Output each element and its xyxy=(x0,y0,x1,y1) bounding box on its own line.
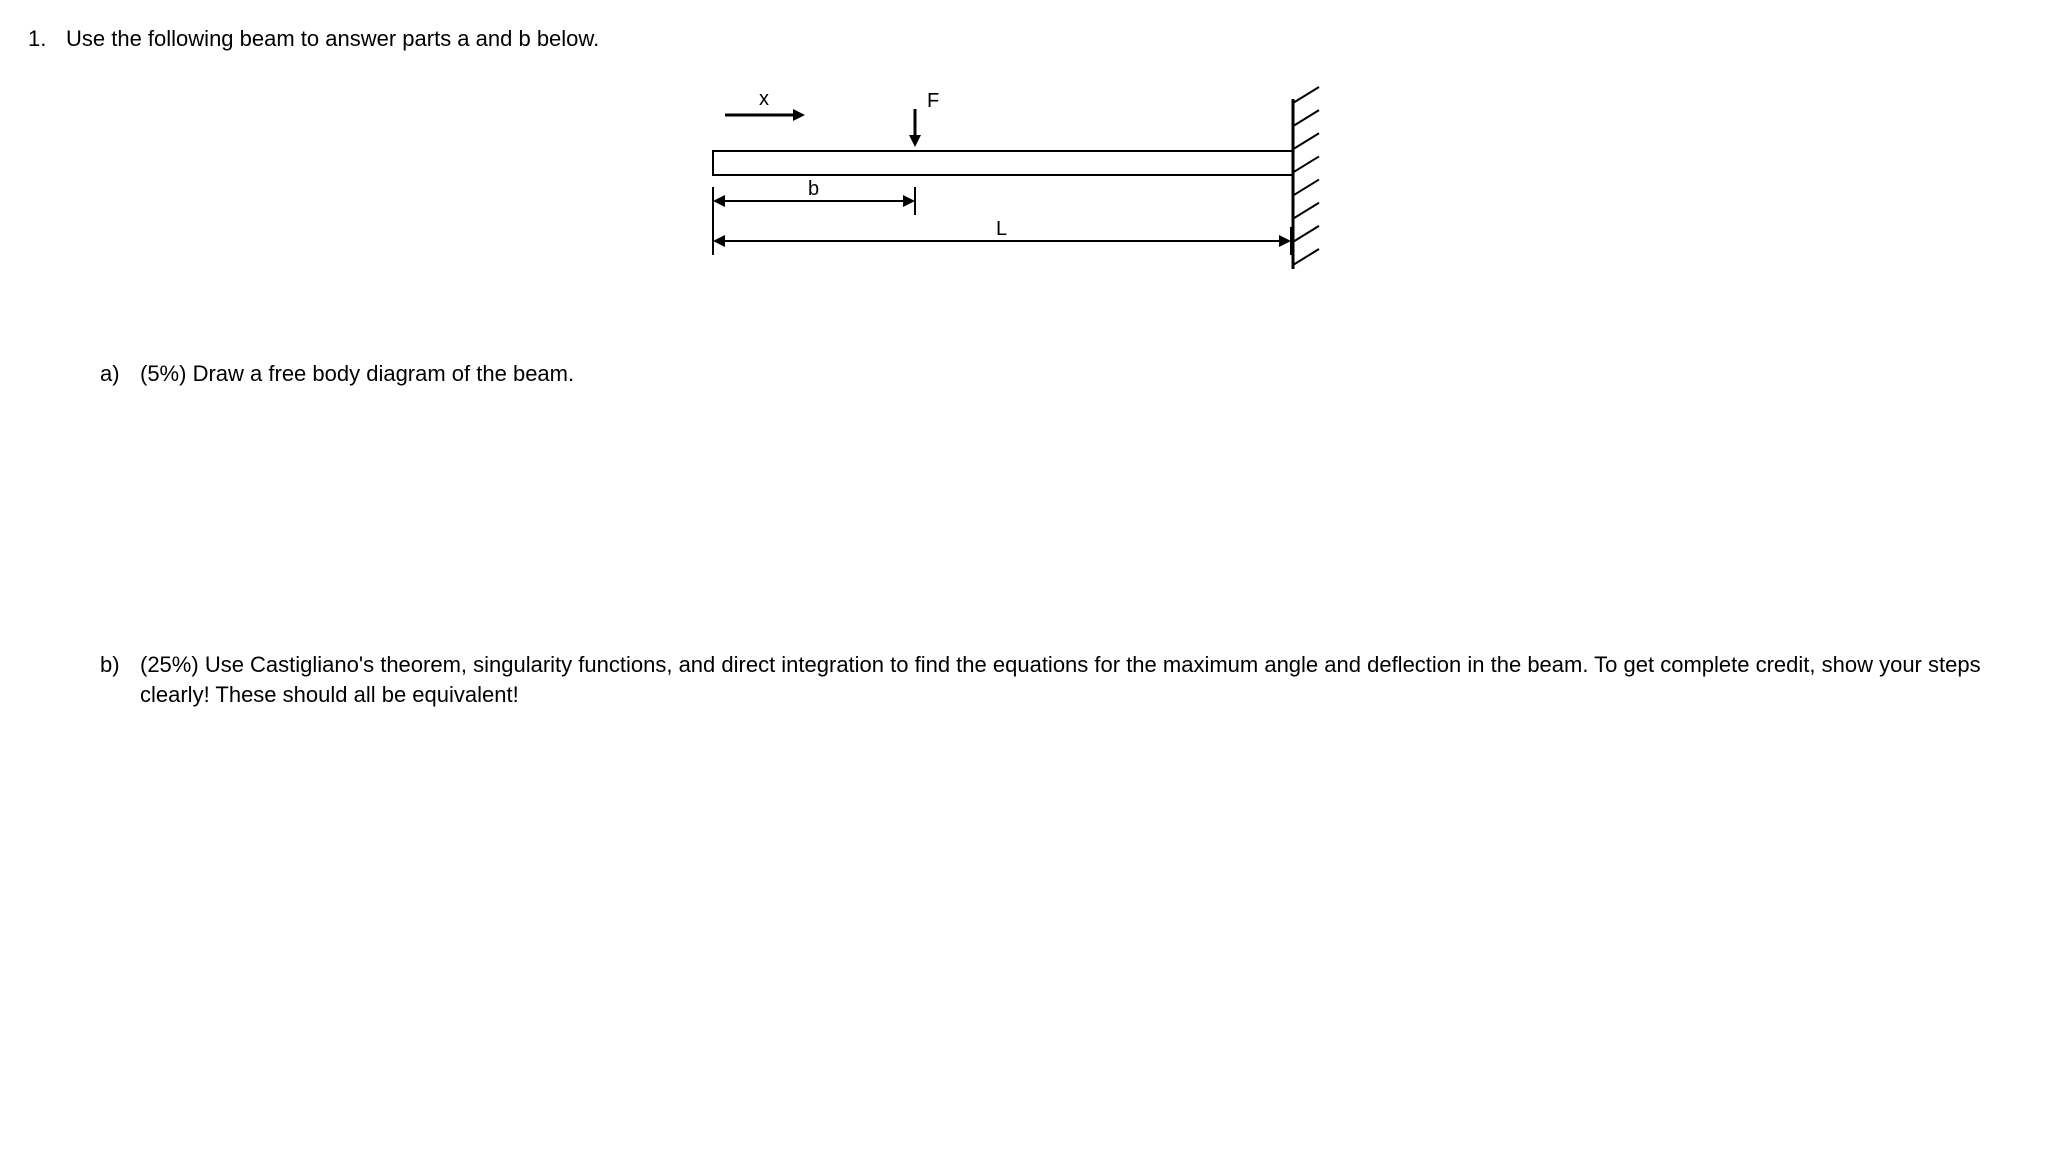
question-row: 1. Use the following beam to answer part… xyxy=(28,24,2018,55)
part-a-label: a) xyxy=(100,359,128,390)
part-b-row: b) (25%) Use Castigliano's theorem, sing… xyxy=(100,650,2018,712)
svg-text:F: F xyxy=(927,90,939,112)
question-number: 1. xyxy=(28,24,54,55)
beam-diagram: x Fb L xyxy=(683,69,1363,279)
part-a-weight: (5%) xyxy=(140,361,186,386)
question-prompt: Use the following beam to answer parts a… xyxy=(66,24,2018,55)
part-b-body: (25%) Use Castigliano's theorem, singula… xyxy=(140,650,2018,712)
svg-text:x: x xyxy=(759,88,769,110)
part-b-text: Use Castigliano's theorem, singularity f… xyxy=(140,652,1981,708)
beam-diagram-wrap: x Fb L xyxy=(28,69,2018,279)
part-b-weight: (25%) xyxy=(140,652,199,677)
part-a-body: (5%) Draw a free body diagram of the bea… xyxy=(140,359,2018,390)
part-a-text: Draw a free body diagram of the beam. xyxy=(193,361,575,386)
svg-text:b: b xyxy=(808,178,819,200)
part-a-row: a) (5%) Draw a free body diagram of the … xyxy=(100,359,2018,390)
svg-text:L: L xyxy=(996,218,1007,240)
part-b-label: b) xyxy=(100,650,128,712)
